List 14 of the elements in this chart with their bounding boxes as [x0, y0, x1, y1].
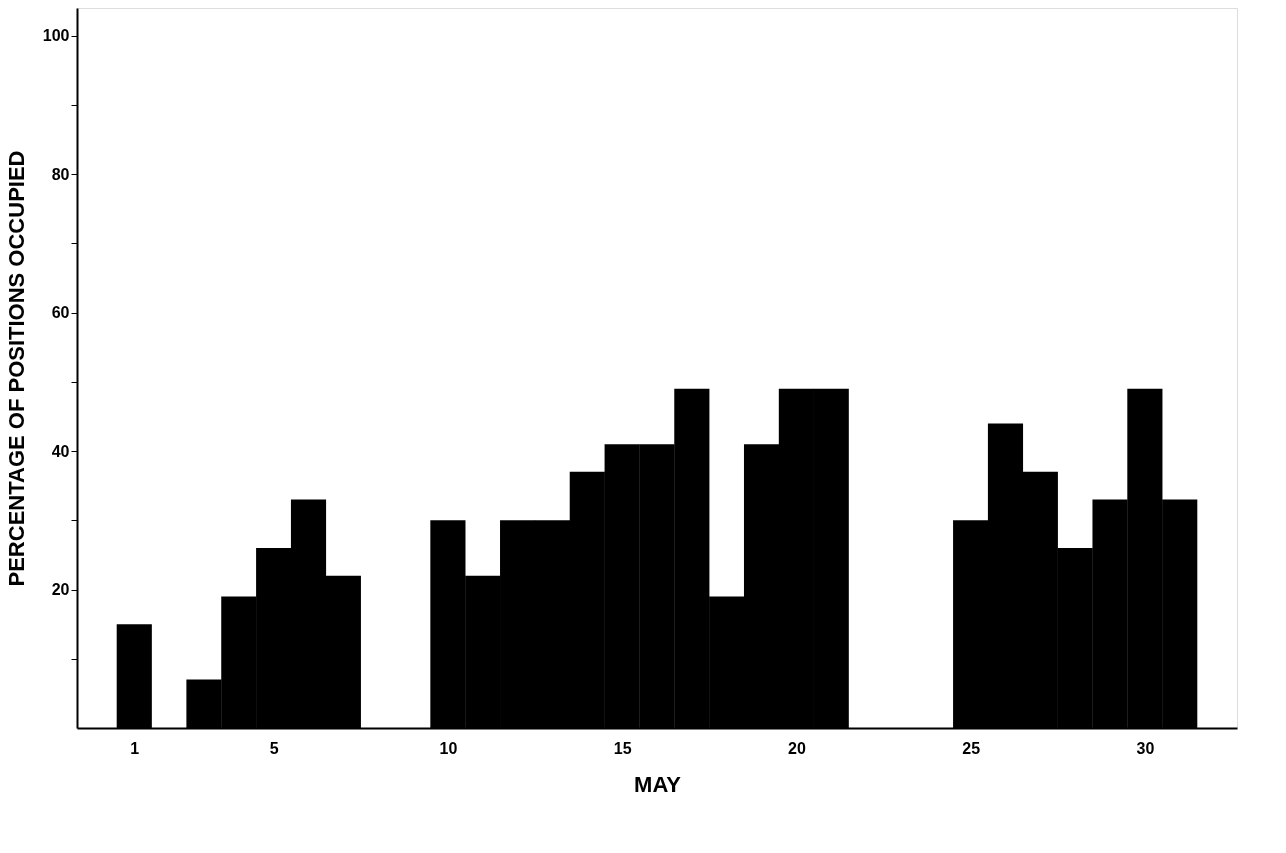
y-tick-label: 20: [51, 581, 70, 599]
y-tick-label: 100: [42, 27, 70, 45]
x-tick-label: 5: [269, 739, 279, 757]
y-tick-label: 40: [51, 442, 70, 460]
x-tick-label: 30: [1136, 739, 1155, 757]
y-tick-label: 60: [51, 304, 70, 322]
x-axis-title: MAY: [634, 771, 682, 797]
y-tick-label: 80: [51, 165, 70, 183]
x-tick-label: 10: [439, 739, 458, 757]
x-tick-label: 1: [130, 739, 140, 757]
x-tick-label: 20: [788, 739, 806, 757]
y-axis-title: PERCENTAGE OF POSITIONS OCCUPIED: [3, 150, 29, 587]
x-tick-label: 15: [613, 739, 632, 757]
x-tick-label: 25: [962, 739, 981, 757]
